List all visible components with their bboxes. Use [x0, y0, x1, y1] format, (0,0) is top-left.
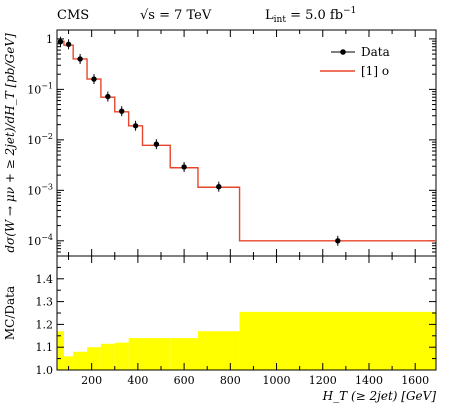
- ratio-y-axis-label: MC/Data: [3, 286, 17, 340]
- data-point: [216, 183, 222, 190]
- legend-mc-label: [1] o: [361, 64, 389, 78]
- ratio-band-bin: [197, 331, 240, 370]
- ratio-y-tick-label: 1.3: [36, 296, 54, 309]
- ratio-band-bin: [57, 331, 64, 370]
- ratio-y-tick-label: 1.0: [36, 364, 54, 377]
- ratio-band-bin: [87, 347, 101, 370]
- legend: Data [1] o: [320, 45, 390, 78]
- energy-label: √s = 7 TeV: [140, 8, 212, 23]
- ratio-band-bin: [63, 356, 74, 370]
- data-point: [57, 38, 64, 45]
- main-y-axis: 1 10−1 10−2 10−3 10−4: [27, 33, 436, 257]
- ratio-y-axis: 1.0 1.1 1.2 1.3 1.4: [36, 266, 436, 377]
- main-panel: 1 10−1 10−2 10−3 10−4 dσ(W → μν + ≥ 2jet)/dH…: [3, 29, 437, 257]
- legend-data-label: Data: [361, 45, 390, 59]
- ratio-band-bin: [114, 342, 129, 370]
- ratio-x-axis: 200 400 600 800 1000 1200 1400 1600: [68, 30, 429, 387]
- ratio-band-bin: [128, 338, 143, 370]
- main-y-tick-label: 1: [46, 33, 53, 46]
- ratio-band-bin: [73, 351, 88, 370]
- legend-data-marker: [340, 49, 346, 55]
- data-point: [65, 41, 72, 48]
- x-tick-label: 200: [81, 374, 102, 387]
- x-tick-label: 1000: [263, 374, 291, 387]
- ratio-y-tick-label: 1.4: [36, 273, 54, 286]
- x-tick-label: 1600: [401, 374, 429, 387]
- x-axis-label: H_T (≥ 2jet) [GeV]: [322, 389, 437, 403]
- x-tick-label: 800: [220, 374, 241, 387]
- lumi-label: Lint = 5.0 fb−1: [265, 6, 356, 25]
- ratio-band: [57, 311, 436, 370]
- data-point: [119, 108, 125, 114]
- main-y-tick-label: 10−1: [27, 81, 53, 96]
- x-tick-label: 400: [127, 374, 148, 387]
- main-y-tick-label: 10−4: [27, 233, 53, 248]
- data-points: [57, 36, 341, 246]
- ratio-panel: 1.0 1.1 1.2 1.3 1.4 200 400 600 800 1000 1200 1400…: [3, 30, 437, 403]
- ratio-band-bin: [142, 338, 171, 370]
- ratio-band-bin: [239, 311, 436, 370]
- ratio-y-tick-label: 1.2: [36, 318, 54, 331]
- main-y-tick-label: 10−3: [27, 182, 53, 197]
- data-point: [132, 123, 139, 129]
- x-tick-label: 1400: [355, 374, 383, 387]
- x-tick-label: 600: [174, 374, 195, 387]
- main-y-tick-label: 10−2: [27, 132, 53, 147]
- ratio-y-tick-label: 1.1: [36, 341, 54, 354]
- data-point: [91, 76, 97, 82]
- main-y-axis-label: dσ(W → μν + ≥ 2jet)/dH_T [pb/GeV]: [3, 33, 17, 253]
- data-point: [105, 93, 111, 100]
- data-point: [153, 141, 160, 147]
- data-point: [335, 238, 341, 244]
- x-tick-label: 1200: [309, 374, 337, 387]
- data-point: [181, 164, 187, 170]
- experiment-label: CMS: [57, 8, 89, 23]
- ratio-band-bin: [100, 343, 115, 370]
- data-point: [77, 56, 83, 62]
